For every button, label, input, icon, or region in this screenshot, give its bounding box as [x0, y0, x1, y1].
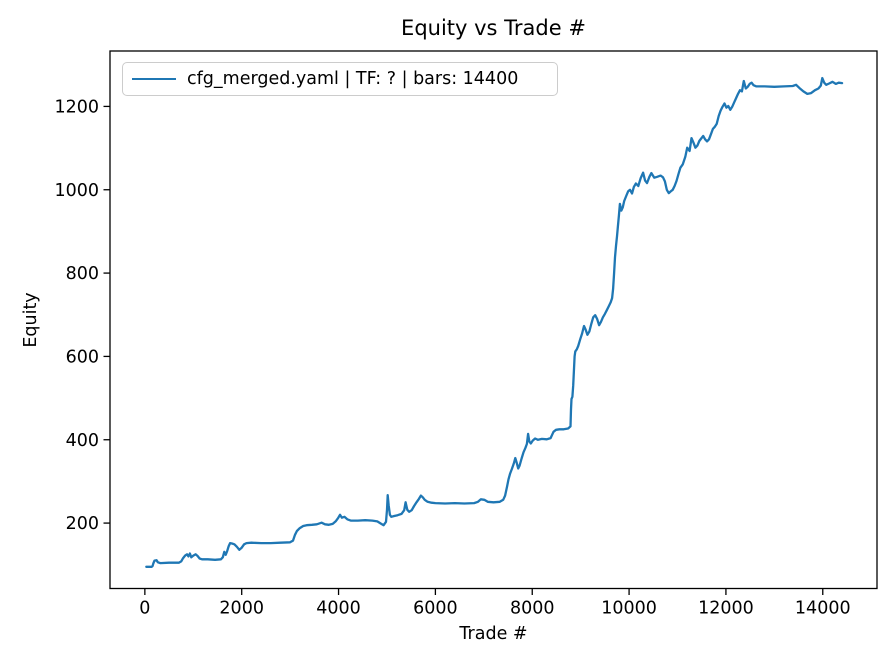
legend: cfg_merged.yaml | TF: ? | bars: 14400: [122, 62, 558, 96]
y-axis-label: Equity: [21, 292, 41, 348]
y-tick-label: 1000: [54, 181, 99, 201]
x-tick-label: 0: [139, 599, 150, 619]
x-tick-label: 8000: [510, 599, 555, 619]
x-tick-label: 12000: [698, 599, 754, 619]
x-tick-label: 10000: [601, 599, 657, 619]
legend-label: cfg_merged.yaml | TF: ? | bars: 14400: [187, 69, 519, 89]
x-tick-label: 14000: [795, 599, 851, 619]
x-axis-label: Trade #: [459, 624, 528, 644]
y-tick-label: 400: [66, 431, 99, 451]
y-tick-label: 200: [66, 514, 99, 534]
y-tick-label: 1200: [54, 97, 99, 117]
axes-frame: [109, 50, 878, 590]
equity-line: [145, 76, 844, 568]
x-tick-label: 2000: [219, 599, 264, 619]
x-tick-label: 4000: [316, 599, 361, 619]
x-tick-label: 6000: [413, 599, 458, 619]
chart-title: Equity vs Trade #: [401, 16, 586, 40]
y-tick-label: 600: [66, 347, 99, 367]
y-tick-label: 800: [66, 264, 99, 284]
legend-line-sample: [132, 78, 176, 80]
